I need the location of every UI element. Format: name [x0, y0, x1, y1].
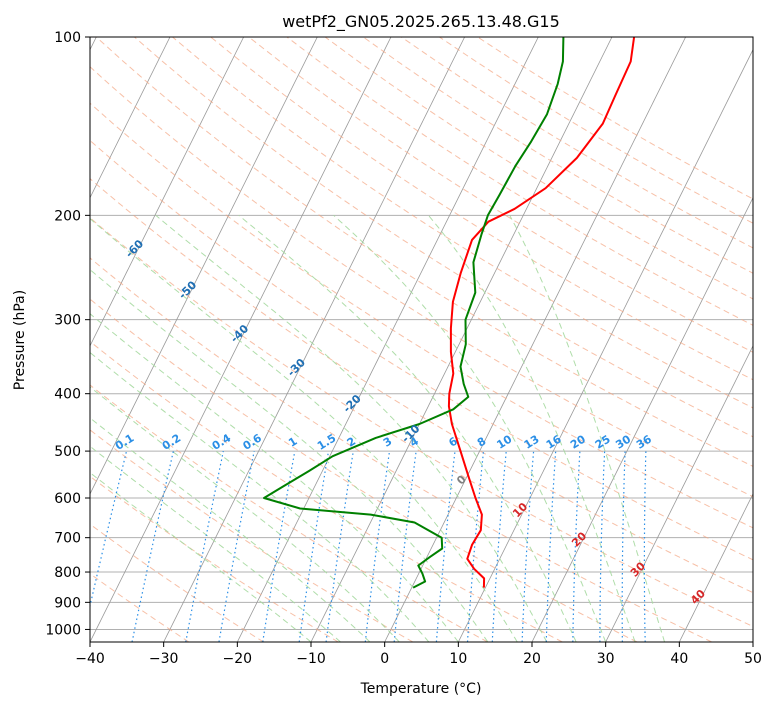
isotherm-gridline	[678, 493, 753, 642]
dry-adiabat	[324, 37, 753, 300]
x-tick-label: 0	[380, 651, 389, 667]
dry-adiabat	[90, 340, 563, 642]
moist-adiabat	[428, 214, 636, 642]
mixing-ratio-line	[218, 450, 255, 642]
temperature-profile-line	[447, 37, 636, 588]
moist-adiabat	[90, 269, 489, 642]
y-tick-label: 200	[54, 208, 81, 224]
mixing-ratio-line	[545, 451, 557, 642]
dry-adiabat	[248, 37, 753, 353]
moist-adiabat	[90, 445, 341, 642]
mixing-ratio-line	[491, 451, 507, 642]
isotherm-gridline	[457, 48, 753, 642]
axis-ticks: −40 −30 −20 −10 0 10 20 30 40 50 100 200 300 400 500 60…	[45, 30, 762, 667]
dry-adiabat	[90, 102, 753, 529]
dewpoint-profile-line	[263, 37, 565, 589]
moist-adiabat	[155, 214, 548, 642]
dry-adiabat	[90, 384, 488, 642]
y-tick-label: 600	[54, 491, 81, 507]
mixing-ratio-line	[572, 451, 581, 642]
y-tick-label: 700	[54, 531, 81, 547]
y-tick-label: 1000	[45, 622, 81, 638]
x-tick-label: 30	[597, 651, 615, 667]
mixing-ratio-line	[466, 451, 485, 642]
moist-adiabat	[509, 215, 666, 642]
mixing-ratio-line	[435, 451, 456, 642]
mixing-ratio-line	[521, 451, 535, 642]
dry-adiabat	[90, 177, 753, 594]
moist-adiabat	[90, 351, 430, 642]
mixing-ratio-line	[599, 451, 606, 642]
y-tick-label: 900	[54, 595, 81, 611]
series-layer	[263, 37, 636, 589]
plot-background	[90, 37, 753, 642]
mixing-ratio-line	[364, 451, 391, 642]
y-tick-label: 800	[54, 565, 81, 581]
moist-adiabat	[238, 214, 577, 642]
x-tick-label: 20	[523, 651, 541, 667]
dry-adiabat	[90, 66, 753, 498]
chart-title: wetPf2_GN05.2025.265.13.48.G15	[282, 12, 560, 32]
isotherm-gridline	[531, 196, 753, 642]
dry-adiabat	[210, 37, 753, 381]
moist-adiabat	[333, 214, 607, 642]
x-tick-label: −10	[296, 651, 326, 667]
dry-adiabat	[90, 139, 753, 561]
isotherm-gridline	[752, 641, 753, 642]
isotherm-gridline	[384, 37, 687, 642]
y-tick-label: 300	[54, 313, 81, 329]
isotherm-gridline	[236, 37, 539, 642]
isotherm-gridline	[90, 37, 318, 495]
moist-adiabat	[90, 313, 459, 642]
dry-adiabat	[90, 475, 339, 642]
mixing-ratio-line	[262, 450, 296, 642]
x-tick-label: −30	[149, 651, 179, 667]
dry-adiabat	[90, 573, 190, 642]
mixing-ratio-line	[298, 451, 330, 642]
y-axis-title: Pressure (hPa)	[12, 290, 28, 390]
mixing-ratio-line	[393, 451, 417, 642]
x-tick-label: −40	[75, 651, 105, 667]
x-tick-label: 10	[449, 651, 467, 667]
isotherm-gridline	[90, 37, 245, 347]
mixing-ratio-line	[621, 451, 626, 642]
x-tick-label: 50	[744, 651, 762, 667]
mixing-ratio-line	[325, 451, 354, 642]
moist-adiabat	[90, 386, 400, 642]
x-tick-label: −20	[223, 651, 253, 667]
dry-adiabat	[172, 37, 753, 409]
dry-adiabat	[90, 217, 753, 628]
y-tick-label: 400	[54, 387, 81, 403]
x-tick-label: 40	[670, 651, 688, 667]
x-axis-title: Temperature (°C)	[360, 681, 482, 697]
isotherm-gridline	[605, 344, 753, 642]
moist-adiabat	[90, 417, 371, 642]
y-tick-label: 500	[54, 444, 81, 460]
isotherm-gridline	[90, 37, 392, 642]
background-lines	[90, 37, 753, 642]
mixing-ratio-line	[643, 451, 647, 642]
y-tick-label: 100	[54, 30, 81, 46]
dry-adiabat	[90, 257, 712, 642]
isotherm-gridline	[90, 37, 171, 199]
dry-adiabat	[90, 429, 414, 642]
mixing-ratio-line	[185, 450, 224, 642]
plot-frame	[89, 36, 754, 643]
